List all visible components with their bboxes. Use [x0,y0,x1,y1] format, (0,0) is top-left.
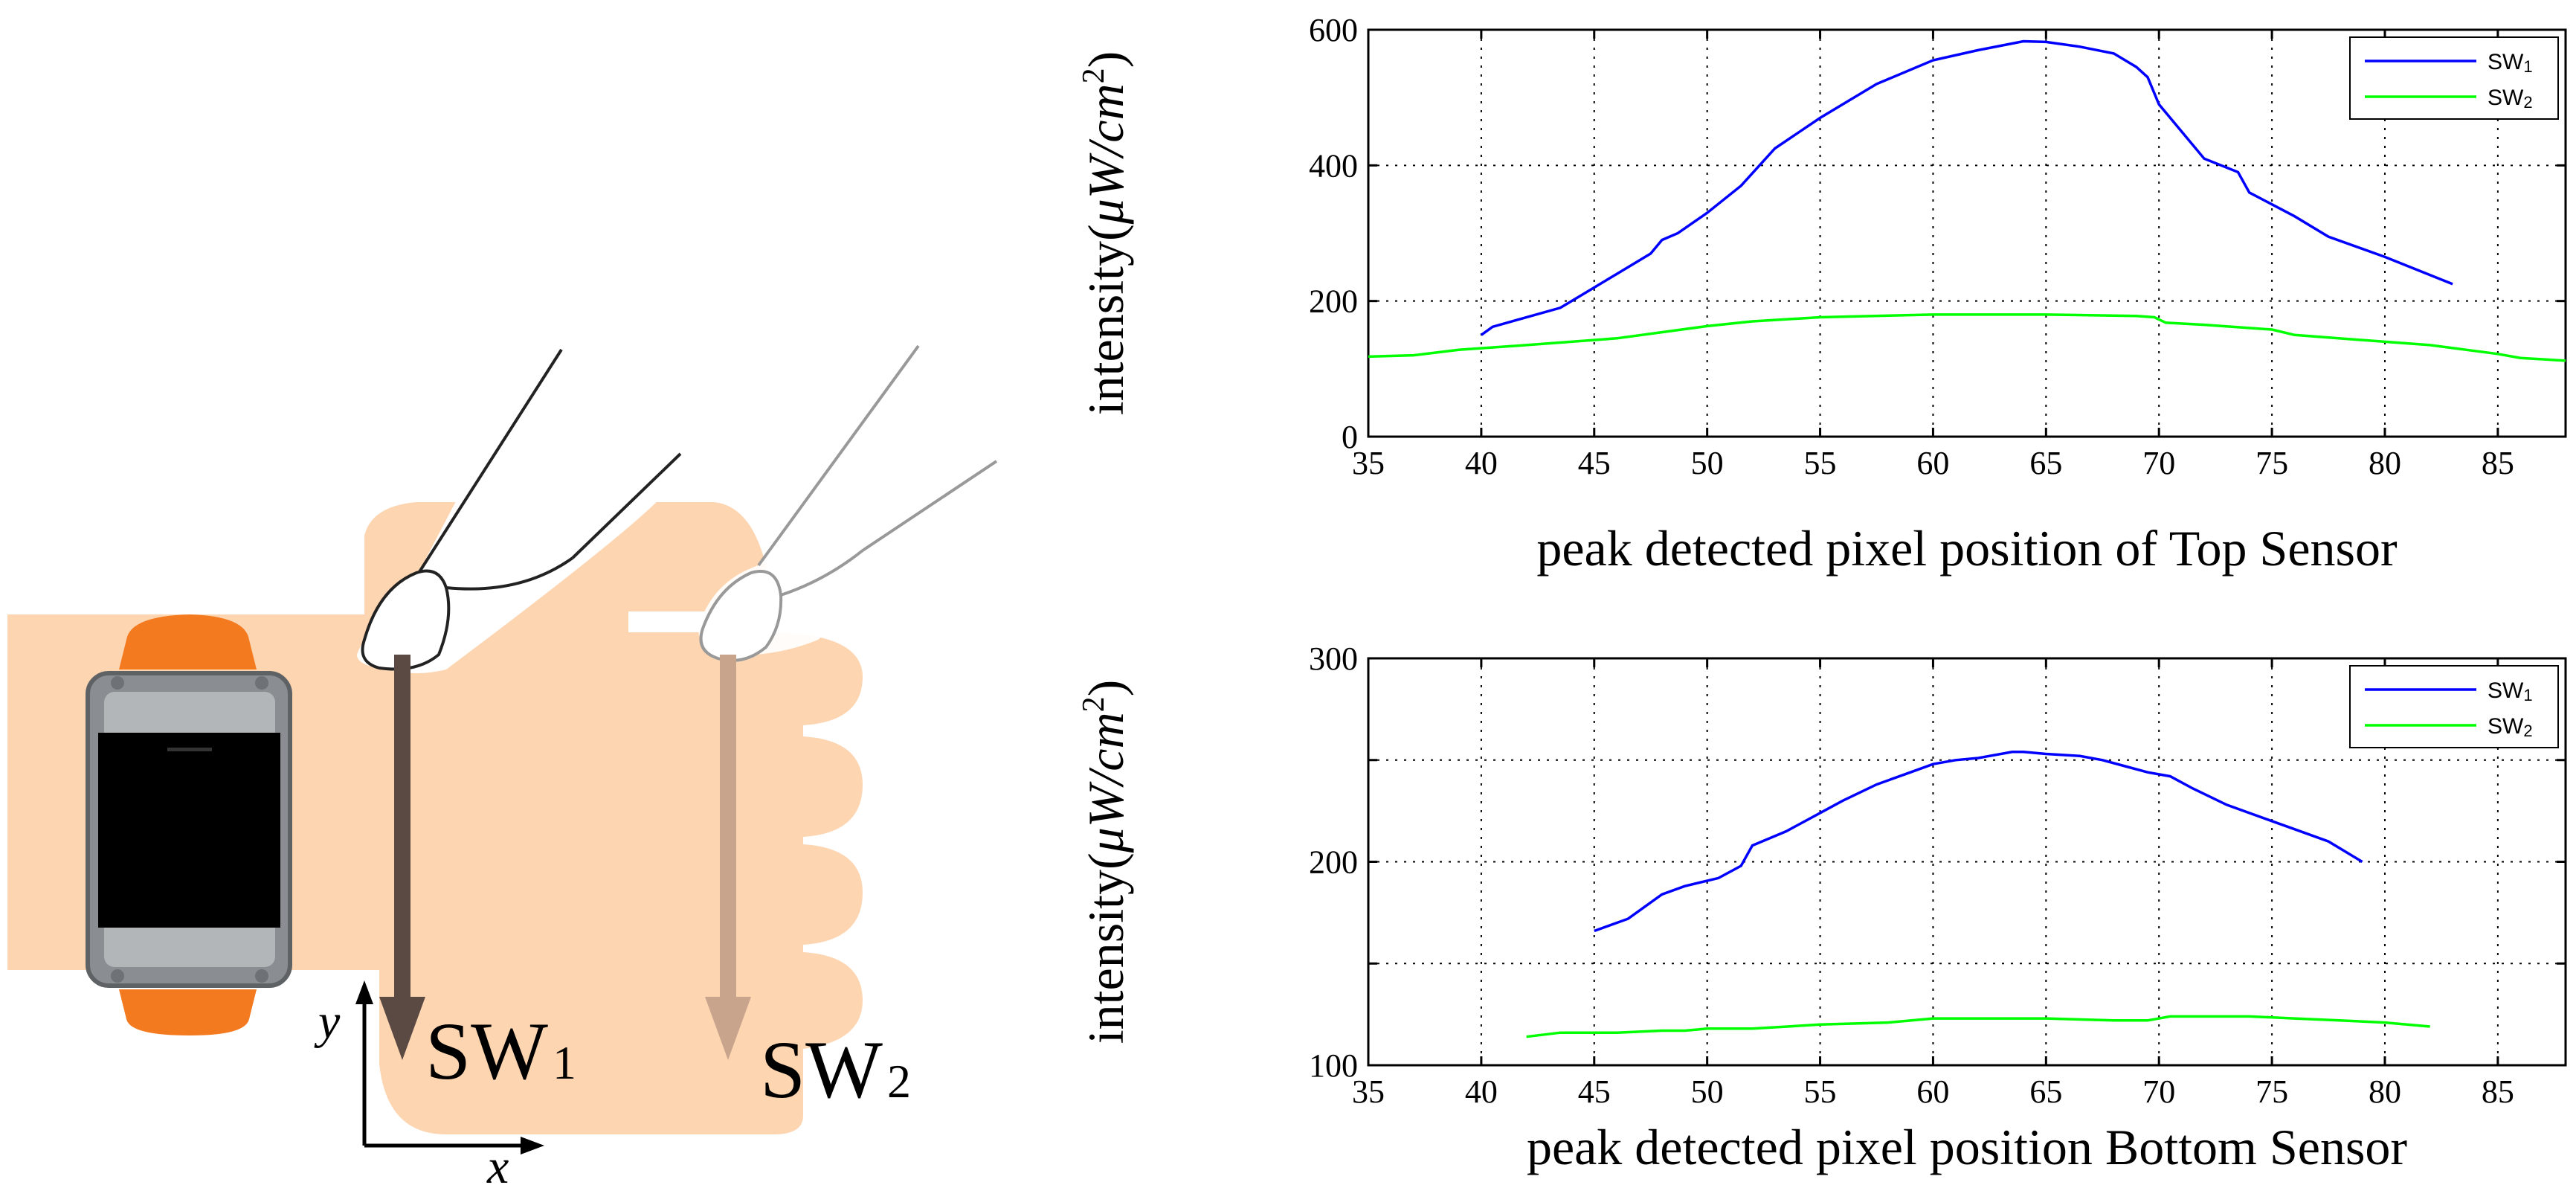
y-axis-label-prefix: intensity( [1078,852,1134,1044]
y-axis-label-suffix: ) [1078,680,1134,697]
sw2-label: SW2 [760,1024,911,1115]
x-tick-label: 60 [1916,445,1949,481]
x-tick-label: 80 [2369,445,2401,481]
sw1-label: SW1 [425,1006,576,1096]
legend-label-sw2: SW2 [2488,86,2533,112]
y-axis-label: intensity(μW/cm2) [1077,51,1134,415]
legend-label-main: SW [2488,86,2524,110]
series-line-sw1 [1480,39,2453,336]
x-tick-label: 50 [1691,445,1724,481]
finger-sw1 [357,348,682,673]
y-tick-label: 0 [1342,419,1358,455]
x-tick-label: 85 [2482,1073,2514,1110]
x-tick-label: 55 [1804,445,1837,481]
x-tick-label: 55 [1804,1073,1837,1110]
x-tick-label: 80 [2369,1073,2401,1110]
y-tick-label: 200 [1309,844,1358,881]
y-axis-label: intensity(μW/cm2) [1077,680,1134,1044]
y-axis-label-unit: μW/cm [1078,712,1134,853]
x-tick-label: 45 [1578,1073,1611,1110]
axis-x-label: x [486,1140,509,1185]
x-tick-label: 75 [2255,1073,2288,1110]
x-tick-label: 85 [2482,445,2514,481]
x-tick-label: 40 [1465,1073,1498,1110]
y-axis-label-suffix: ) [1078,51,1134,68]
y-axis-label-prefix: intensity( [1078,224,1134,415]
x-axis-label: peak detected pixel position Bottom Sens… [1527,1119,2407,1175]
axis-y-label: y [314,995,341,1049]
legend-label-sub: 1 [2523,686,2532,704]
y-tick-label: 300 [1309,640,1358,677]
legend-label-sw1: SW1 [2488,678,2533,704]
y-tick-label: 400 [1309,147,1358,184]
legend-label-sub: 2 [2523,722,2532,740]
x-tick-label: 70 [2142,445,2175,481]
top-sensor-chart: 35 40 45 50 55 60 65 70 75 80 850200400600SW1SW2pe… [1077,12,2567,577]
series-line-sw1 [1594,751,2363,933]
y-tick-label: 600 [1309,12,1358,48]
y-tick-label: 200 [1309,283,1358,320]
x-tick-label: 75 [2255,445,2288,481]
series-line-sw2 [1368,313,2566,362]
legend-label-sub: 1 [2523,57,2532,76]
x-tick-label: 60 [1916,1073,1949,1110]
legend-box [2349,36,2559,120]
x-tick-label: 35 [1352,1073,1385,1110]
legend-box [2349,665,2559,748]
x-tick-label: 45 [1578,445,1611,481]
x-tick-label: 35 [1352,445,1385,481]
bottom-sensor-chart: 35 40 45 50 55 60 65 70 75 80 85100200300SW1SW2pea… [1077,640,2567,1175]
x-tick-label: 70 [2142,1073,2175,1110]
legend-label-sw2: SW2 [2488,714,2533,740]
legend-label-sub: 2 [2523,93,2532,112]
smartwatch [86,614,292,1035]
wrist-gesture-illustration: SW1 SW2 y x [7,344,1011,1185]
legend-label-main: SW [2488,50,2524,74]
sw2-arrow [705,655,751,1060]
x-tick-label: 65 [2029,1073,2062,1110]
x-tick-label: 50 [1691,1073,1724,1110]
legend-label-sw1: SW1 [2488,50,2533,76]
legend-label-main: SW [2488,678,2524,703]
x-tick-label: 40 [1465,445,1498,481]
sw1-arrow [379,655,425,1060]
finger-sw2 [698,344,1011,662]
x-tick-label: 65 [2029,445,2062,481]
y-axis-label-unit: μW/cm [1078,83,1134,225]
y-tick-label: 100 [1309,1047,1358,1084]
legend-label-main: SW [2488,714,2524,739]
x-axis-label: peak detected pixel position of Top Sens… [1536,520,2398,577]
y-axis-label-exp: 2 [1077,68,1111,83]
coordinate-axes: y x [314,980,544,1185]
y-axis-label-exp: 2 [1077,696,1111,712]
series-line-sw2 [1526,1015,2430,1038]
